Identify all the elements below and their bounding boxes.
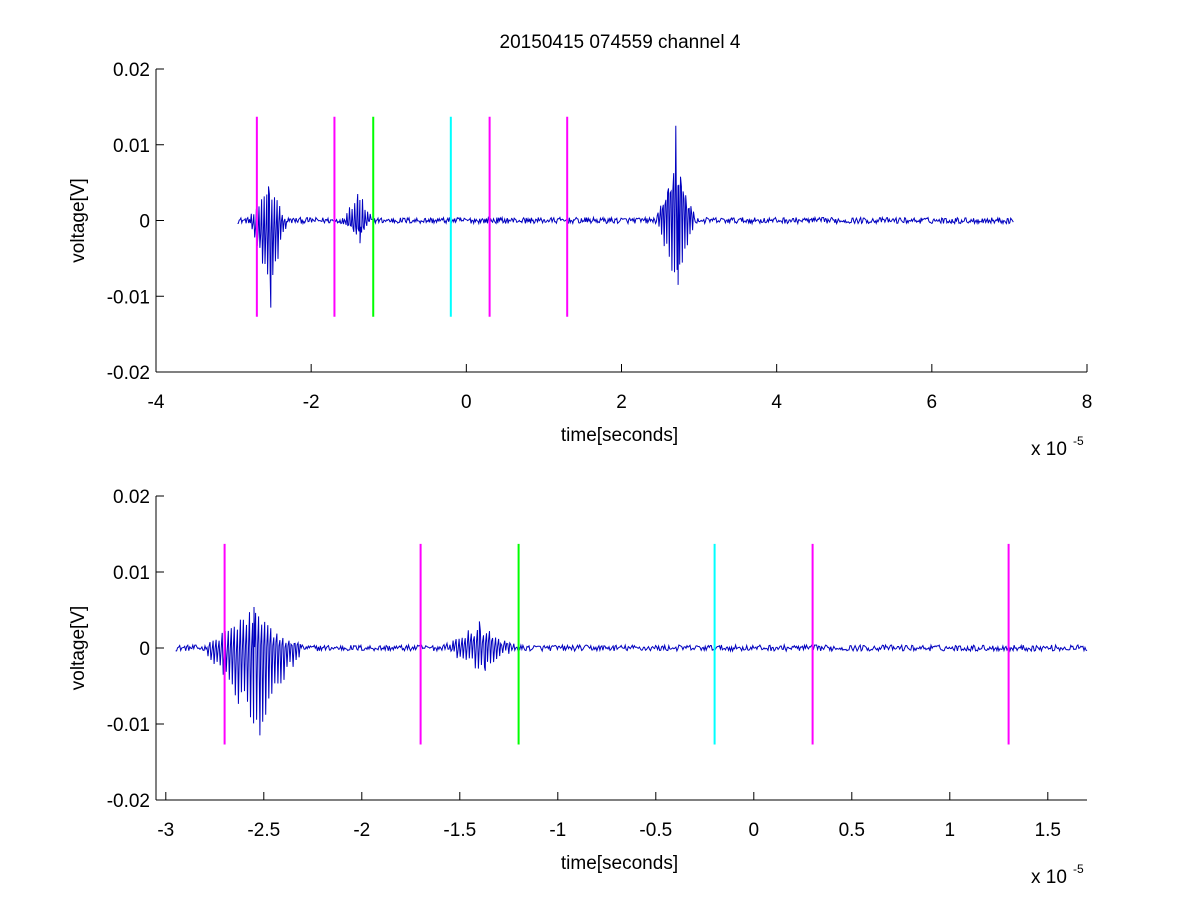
y-tick-label: 0.01 <box>113 136 150 157</box>
x-tick-label: -3 <box>157 820 174 841</box>
x-tick-label: 0.5 <box>839 820 865 841</box>
x-tick-label: 6 <box>927 392 938 413</box>
x-tick-label: -2.5 <box>247 820 280 841</box>
x-tick-label: -1.5 <box>443 820 476 841</box>
x-tick-label: -2 <box>303 392 320 413</box>
x-tick-label: 0 <box>461 392 472 413</box>
y-tick-label: 0.02 <box>113 487 150 508</box>
bottom-plot: 0.02 0.01 0 -0.01 -0.02 -3 -2.5 -2 -1.5 -1 -0.5 0 0.… <box>68 487 1088 888</box>
x-exponent-label: x 10 <box>1031 439 1067 460</box>
y-tick-label: -0.01 <box>107 287 150 308</box>
top-plot: 0.02 0.01 0 -0.01 -0.02 -4 -2 0 2 4 6 8 time[seconds… <box>68 60 1092 460</box>
x-tick-label: 0 <box>749 820 760 841</box>
x-tick-label: -1 <box>549 820 566 841</box>
signal-trace <box>175 606 1088 736</box>
y-axis-label: voltage[V] <box>68 178 89 263</box>
x-tick-label: 8 <box>1082 392 1093 413</box>
x-tick-label: 2 <box>616 392 627 413</box>
x-tick-label: -2 <box>353 820 370 841</box>
x-axis-label: time[seconds] <box>561 853 678 874</box>
y-tick-label: -0.01 <box>107 715 150 736</box>
y-tick-label: 0 <box>139 212 150 233</box>
signal-trace <box>237 125 1014 308</box>
y-tick-label: 0.02 <box>113 60 150 81</box>
y-tick-label: -0.02 <box>107 363 150 384</box>
x-tick-label: 4 <box>771 392 782 413</box>
x-exponent-label: x 10 <box>1031 867 1067 888</box>
x-tick-label: 1.5 <box>1035 820 1061 841</box>
x-tick-label: 1 <box>945 820 956 841</box>
x-tick-label: -0.5 <box>639 820 672 841</box>
y-axis-label: voltage[V] <box>68 606 89 691</box>
y-tick-label: 0.01 <box>113 563 150 584</box>
x-exponent: -5 <box>1073 862 1084 876</box>
y-tick-label: -0.02 <box>107 791 150 812</box>
x-exponent: -5 <box>1073 434 1084 448</box>
figure-title: 20150415 074559 channel 4 <box>500 32 741 53</box>
x-axis-label: time[seconds] <box>561 425 678 446</box>
y-tick-label: 0 <box>139 639 150 660</box>
x-tick-label: -4 <box>148 392 165 413</box>
